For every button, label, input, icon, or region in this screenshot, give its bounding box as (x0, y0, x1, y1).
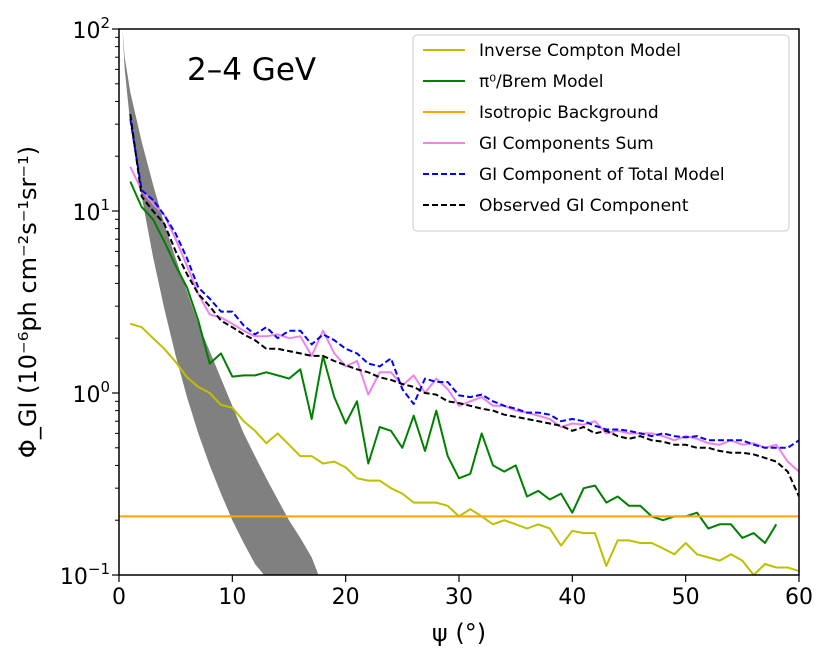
legend-label: Observed GI Component (479, 196, 689, 216)
x-axis-label: ψ (°) (432, 619, 486, 647)
x-tick-label: 40 (558, 585, 586, 610)
legend-label: π⁰/Brem Model (479, 72, 604, 92)
plot-area (119, 29, 799, 575)
y-tick-label: 100 (72, 378, 110, 408)
x-tick-label: 30 (445, 585, 473, 610)
legend-box (412, 34, 790, 232)
legend-label: Isotropic Background (479, 103, 659, 123)
panel-label: 2–4 GeV (187, 52, 316, 88)
psf-band (122, 29, 319, 575)
x-tick-label: 0 (112, 585, 126, 610)
series-line-4 (129, 118, 799, 449)
y-tick-label: 10−1 (60, 560, 110, 590)
legend-label: Inverse Compton Model (479, 41, 681, 61)
series-line-1 (129, 181, 778, 544)
x-tick-label: 50 (672, 585, 700, 610)
x-tick-label: 10 (218, 585, 246, 610)
series-line-0 (130, 322, 799, 575)
y-tick-label: 101 (72, 196, 110, 226)
series-line-5 (129, 114, 799, 497)
axis-ticks: 0 10 20 30 40 50 60 10−1 100 101 102 (60, 14, 813, 610)
x-tick-label: 60 (785, 585, 813, 610)
legend-label: GI Components Sum (479, 134, 654, 154)
legend-label: GI Component of Total Model (479, 165, 725, 185)
legend: Inverse Compton Model π⁰/Brem Model Isotro… (412, 34, 790, 232)
plot-frame (118, 28, 800, 576)
y-tick-label: 102 (72, 14, 110, 44)
x-tick-label: 20 (332, 585, 360, 610)
y-axis-label: Φ_GI (10⁻⁶ph cm⁻²s⁻¹sr⁻¹) (14, 146, 42, 458)
